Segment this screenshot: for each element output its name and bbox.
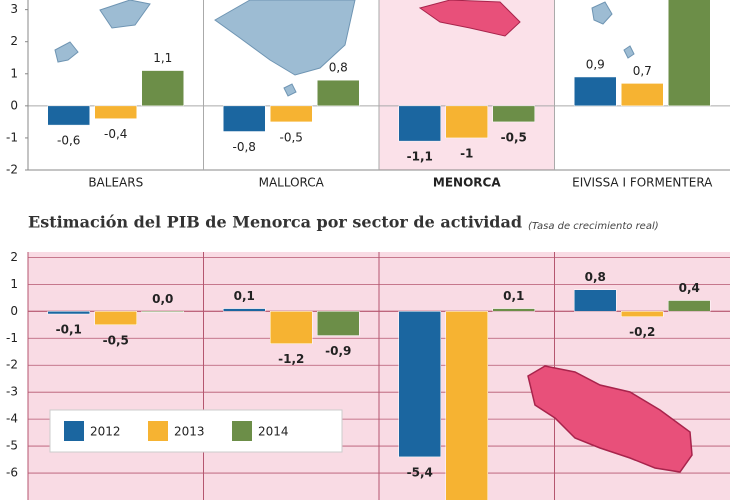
value-label: -1,2	[278, 352, 304, 366]
bar	[574, 76, 617, 107]
value-label: -0,1	[56, 323, 82, 337]
bar	[94, 311, 137, 326]
y-tick-label: -5	[6, 439, 18, 453]
y-tick-label: 2	[10, 250, 18, 264]
value-label: -0,2	[629, 325, 655, 339]
value-label: 0,1	[234, 289, 255, 303]
legend-swatch	[232, 421, 252, 441]
value-label: 0,9	[586, 57, 605, 71]
y-tick-label: -2	[6, 163, 18, 177]
bar	[621, 311, 664, 317]
y-tick-label: -1	[6, 130, 18, 144]
bar	[47, 311, 90, 315]
legend-swatch	[64, 421, 84, 441]
chart-subtitle: (Tasa de crecimiento real)	[528, 221, 659, 232]
marks: BALEARS -0,6 -0,4 1,1 MALLORCA -0,8 -0,5 0,8 MEN…	[47, 0, 713, 500]
bar	[270, 311, 313, 344]
bar	[668, 0, 711, 107]
highlight-band	[379, 0, 555, 170]
bar	[94, 105, 137, 119]
bar	[317, 311, 360, 336]
x-tick-label: BALEARS	[88, 176, 143, 190]
bar	[141, 311, 184, 313]
y-tick-label: 1	[10, 277, 18, 291]
chart-title: Estimación del PIB de Menorca por sector…	[28, 213, 522, 232]
x-tick-label: MENORCA	[433, 176, 501, 190]
bar	[398, 311, 441, 458]
y-tick-label: -1	[6, 331, 18, 345]
bar	[317, 79, 360, 107]
y-tick-label: 0	[10, 98, 18, 112]
value-label: -0,4	[104, 127, 127, 141]
bar	[270, 105, 313, 123]
bar	[492, 308, 535, 312]
bar	[141, 70, 184, 107]
bar	[621, 83, 664, 107]
y-tick-label: 2	[10, 34, 18, 48]
y-tick-label: -6	[6, 466, 18, 480]
bar	[492, 105, 535, 123]
bar	[668, 300, 711, 312]
value-label: 0,1	[503, 289, 524, 303]
x-tick-label: MALLORCA	[259, 176, 325, 190]
y-tick-label: -2	[6, 358, 18, 372]
value-label: -0,5	[501, 130, 527, 144]
bar	[398, 105, 441, 142]
y-tick-label: -3	[6, 385, 18, 399]
value-label: 0,7	[633, 64, 652, 78]
bar	[223, 105, 266, 132]
value-label: -0,5	[103, 333, 129, 347]
legend-label: 2013	[174, 425, 205, 439]
bar	[445, 311, 488, 500]
bar	[223, 308, 266, 312]
value-label: -5,4	[407, 465, 433, 479]
value-label: -0,6	[57, 134, 80, 148]
value-label: 1,1	[153, 51, 172, 65]
legend-swatch	[148, 421, 168, 441]
value-label: 0,8	[585, 270, 606, 284]
legend-label: 2014	[258, 425, 289, 439]
y-tick-label: -4	[6, 412, 18, 426]
legend-box	[49, 409, 343, 453]
legend-label: 2012	[90, 425, 121, 439]
value-label: -0,5	[280, 130, 303, 144]
value-label: -0,8	[233, 140, 256, 154]
bar-group	[47, 0, 711, 142]
value-label: -1,1	[407, 150, 433, 164]
value-label: 0,0	[152, 292, 173, 306]
value-label: 0,4	[679, 281, 700, 295]
value-label: -0,9	[325, 344, 351, 358]
y-tick-label: 0	[10, 304, 18, 318]
x-tick-label: EIVISSA I FORMENTERA	[572, 176, 713, 190]
bar	[574, 289, 617, 312]
y-tick-label: 3	[10, 2, 18, 16]
decoration	[54, 0, 693, 473]
bar	[47, 105, 90, 126]
bar	[445, 105, 488, 139]
y-tick-label: 1	[10, 66, 18, 80]
value-label: 0,8	[329, 61, 348, 75]
value-label: -1	[460, 146, 473, 160]
bar-group	[47, 289, 711, 500]
